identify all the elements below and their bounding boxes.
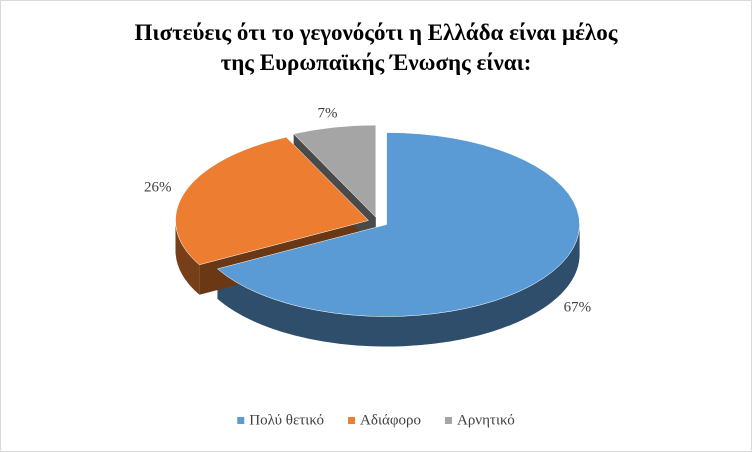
data-label: 26% [144,179,172,195]
data-label: 7% [317,106,337,122]
legend-item: Αρνητικό [444,412,515,428]
legend-swatch [237,417,245,424]
data-label: 67% [564,300,592,316]
pie-slice [293,124,377,218]
legend-swatch [444,417,452,424]
legend-item: Πολύ θετικό [237,412,324,428]
slice-outer-side [217,224,580,347]
pie-slice [216,132,580,317]
legend-label: Αδιάφορο [360,412,421,428]
legend-item: Αδιάφορο [348,412,421,428]
pie-slice [175,136,369,266]
legend-label: Αρνητικό [457,412,515,428]
pie-tops [175,124,580,317]
legend-swatch [348,417,356,424]
chart-title: Πιστεύεις ότι το γεγονόςότι η Ελλάδα είν… [134,20,618,75]
legend-label: Πολύ θετικό [249,412,324,428]
slice-outer-side [175,220,200,295]
